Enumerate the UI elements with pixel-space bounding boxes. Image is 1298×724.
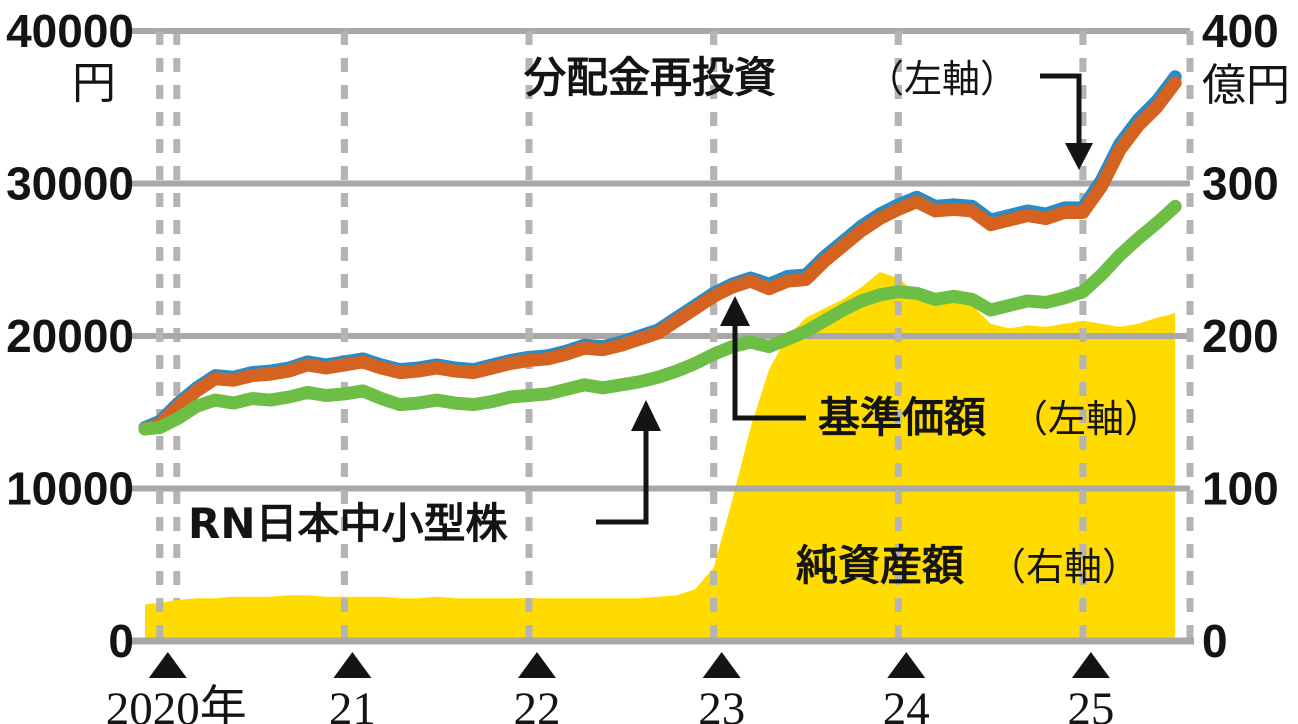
x-tick-marker-23: [702, 652, 741, 678]
annotation-nav-price-leader: [732, 325, 806, 421]
x-axis-tick-label-25: 25: [1067, 683, 1114, 724]
annotation-net-assets-main: 純資産額: [796, 541, 964, 590]
left-axis-tick-labels: 0 10000 20000 30000 40000: [6, 5, 134, 667]
series-lines: [138, 70, 1182, 436]
annotation-reinvested-sub: （左軸）: [866, 57, 1018, 101]
left-axis-tick-40000: 40000: [6, 5, 134, 57]
annotation-nav-price-sub: （左軸）: [1010, 397, 1162, 441]
line-nav_price: [138, 76, 1182, 436]
x-axis-triangle-markers: [148, 652, 1110, 678]
left-axis-tick-10000: 10000: [6, 463, 134, 515]
x-axis-tick-label-2020年: 2020年: [106, 683, 247, 724]
x-axis-tick-label-21: 21: [329, 683, 376, 724]
left-axis-tick-20000: 20000: [6, 310, 134, 362]
annotation-reinvested-arrowhead: [1065, 143, 1093, 170]
annotation-nav-price-arrowhead: [720, 296, 750, 326]
x-tick-marker-21: [333, 652, 372, 678]
annotation-rn-arrowhead: [631, 400, 661, 431]
right-axis-unit: 億円: [1202, 60, 1290, 111]
x-axis-tick-label-23: 23: [698, 683, 745, 724]
left-axis-unit-label: 円: [72, 58, 116, 109]
right-axis-tick-300: 300: [1202, 158, 1279, 210]
left-axis-unit: 円: [72, 58, 116, 109]
annotation-net-assets: 純資産額 （右軸）: [796, 541, 1140, 590]
annotation-nav-price-main: 基準価額: [818, 393, 986, 442]
right-axis-tick-0: 0: [1202, 615, 1228, 667]
annotation-rn: RN日本中小型株: [188, 400, 661, 548]
annotation-nav-price: 基準価額 （左軸）: [720, 296, 1162, 442]
vertical-gridlines-overlay: [156, 31, 1194, 641]
right-axis-unit-label: 億円: [1202, 60, 1290, 111]
right-axis-tick-200: 200: [1202, 310, 1279, 362]
line-rn_small_mid_cap: [138, 199, 1182, 436]
x-axis-tick-label-22: 22: [514, 683, 561, 724]
net-assets-area: [145, 271, 1176, 641]
x-tick-marker-2020年: [148, 652, 187, 678]
right-axis-tick-400: 400: [1202, 5, 1279, 57]
x-axis-tick-labels: 2020年 21 22 23 24 25: [106, 683, 1115, 724]
x-tick-marker-25: [1071, 652, 1110, 678]
annotation-reinvested-leader: [1040, 73, 1082, 145]
right-axis-tick-100: 100: [1202, 463, 1279, 515]
x-axis-tick-label-24: 24: [883, 683, 930, 724]
area-net_assets: [145, 271, 1176, 641]
right-axis-tick-labels: 0 100 200 300 400: [1202, 5, 1279, 667]
left-axis-tick-30000: 30000: [6, 158, 134, 210]
annotation-net-assets-sub: （右軸）: [988, 545, 1140, 589]
x-tick-marker-24: [887, 652, 926, 678]
annotation-rn-leader: [596, 430, 649, 525]
x-tick-marker-22: [518, 652, 556, 678]
left-axis-tick-0: 0: [108, 615, 134, 667]
annotation-reinvested-main: 分配金再投資: [523, 53, 776, 102]
annotation-rn-main: RN日本中小型株: [188, 499, 508, 548]
annotation-reinvested: 分配金再投資 （左軸）: [523, 53, 1093, 170]
